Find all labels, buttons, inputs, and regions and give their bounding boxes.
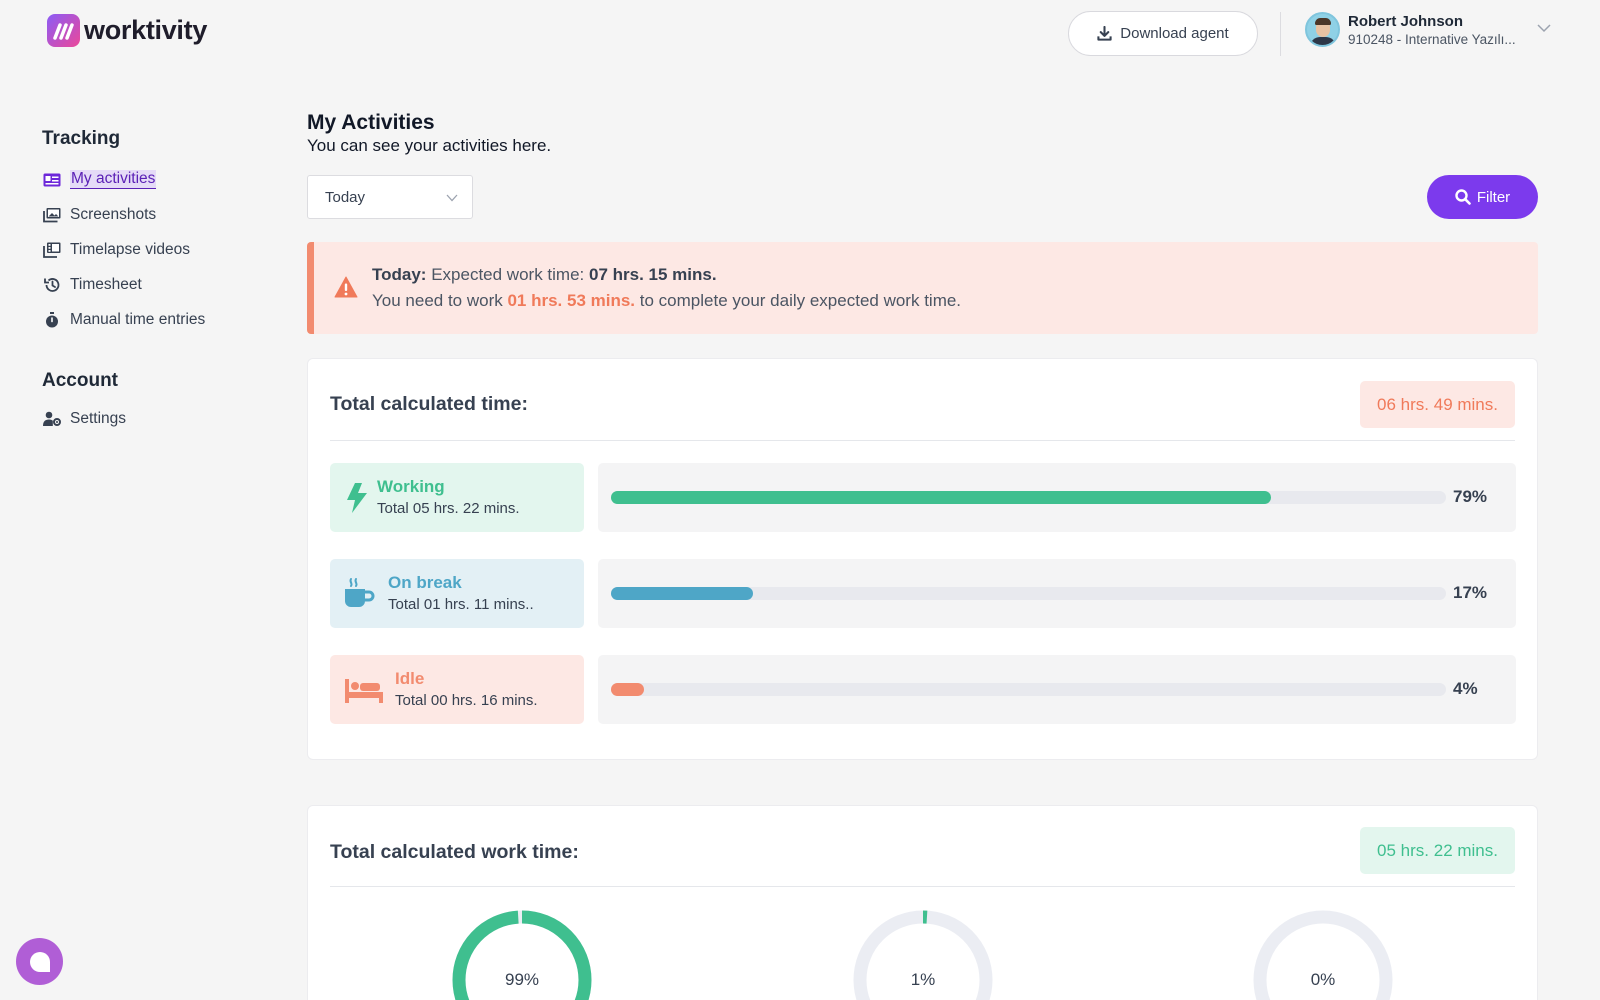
sidebar-item-label: Screenshots — [70, 206, 157, 223]
user-name: Robert Johnson — [1348, 12, 1463, 30]
working-percent: 79% — [1453, 487, 1488, 506]
top-header: worktivity Download agent Robert Johnson… — [0, 0, 1600, 64]
donut-chart: 0% — [1253, 910, 1393, 1000]
sidebar-item-manual-time-entries[interactable]: Manual time entries — [42, 311, 205, 329]
logo-mark-icon — [47, 14, 80, 47]
download-agent-label: Download agent — [1120, 25, 1229, 42]
on-break-label: On break — [388, 573, 462, 592]
working-total: Total 05 hrs. 22 mins. — [377, 500, 520, 517]
alert-remaining-line: You need to work 01 hrs. 53 mins. to com… — [372, 291, 962, 310]
stopwatch-icon — [42, 311, 61, 329]
on-break-stat: On break Total 01 hrs. 11 mins.. — [330, 559, 584, 628]
idle-stat: Idle Total 00 hrs. 16 mins. — [330, 655, 584, 724]
progress-track — [611, 491, 1446, 504]
sidebar-section-tracking: Tracking — [42, 128, 121, 149]
sidebar-item-timelapse-videos[interactable]: Timelapse videos — [42, 241, 190, 259]
total-time-badge: 06 hrs. 49 mins. — [1360, 381, 1515, 428]
total-work-time-title: Total calculated work time: — [330, 841, 579, 863]
filter-button[interactable]: Filter — [1427, 175, 1538, 219]
user-organization: 910248 - Internative Yazılı... — [1348, 31, 1516, 47]
working-progress: 79% — [598, 463, 1516, 532]
period-select-value: Today — [325, 188, 366, 206]
sidebar-item-screenshots[interactable]: Screenshots — [42, 206, 156, 224]
progress-track — [611, 587, 1446, 600]
page-subtitle: You can see your activities here. — [307, 136, 552, 155]
history-icon — [42, 276, 61, 294]
sidebar-section-account: Account — [42, 370, 118, 391]
on-break-percent: 17% — [1453, 583, 1488, 602]
alert-expected-line: Today: Expected work time: 07 hrs. 15 mi… — [372, 265, 717, 284]
id-card-icon — [42, 171, 61, 189]
total-time-card: Total calculated time: 06 hrs. 49 mins. … — [307, 358, 1538, 760]
working-stat: Working Total 05 hrs. 22 mins. — [330, 463, 584, 532]
chevron-down-icon[interactable] — [1537, 23, 1551, 33]
sidebar-item-my-activities[interactable]: My activities — [42, 170, 157, 189]
card-divider — [330, 440, 1515, 441]
sidebar-item-label: Timesheet — [70, 276, 142, 293]
download-agent-button[interactable]: Download agent — [1068, 11, 1258, 56]
donut-label: 99% — [504, 970, 540, 989]
work-time-alert: Today: Expected work time: 07 hrs. 15 mi… — [307, 242, 1538, 334]
total-work-time-badge: 05 hrs. 22 mins. — [1360, 827, 1515, 874]
sidebar-item-label: Manual time entries — [70, 311, 206, 328]
bolt-icon — [347, 483, 367, 513]
period-select[interactable]: Today — [307, 175, 473, 219]
idle-progress-fill — [611, 683, 645, 696]
idle-percent: 4% — [1453, 679, 1478, 698]
donut-chart: 1% — [853, 910, 993, 1000]
filter-label: Filter — [1476, 188, 1511, 206]
donut-chart: 99% — [452, 910, 592, 1000]
bed-icon — [345, 679, 383, 703]
warning-icon — [334, 276, 358, 298]
coffee-cup-icon — [345, 578, 375, 607]
download-icon — [1097, 26, 1112, 41]
idle-progress: 4% — [598, 655, 1516, 724]
chat-launcher-button[interactable] — [16, 938, 63, 985]
total-time-title: Total calculated time: — [330, 393, 528, 415]
sidebar-item-timesheet[interactable]: Timesheet — [42, 276, 142, 294]
sidebar-item-settings[interactable]: Settings — [42, 410, 126, 428]
search-icon — [1455, 189, 1471, 205]
sidebar-item-label: Settings — [70, 410, 127, 427]
idle-label: Idle — [395, 669, 425, 688]
photo-film-icon — [42, 241, 61, 259]
page-title: My Activities — [307, 111, 435, 134]
progress-track — [611, 683, 1446, 696]
sidebar-item-label: My activities — [70, 170, 157, 189]
total-work-time-card: Total calculated work time: 05 hrs. 22 m… — [307, 805, 1538, 1000]
on-break-progress: 17% — [598, 559, 1516, 628]
card-divider — [330, 886, 1515, 887]
user-gear-icon — [42, 410, 61, 428]
logo[interactable]: worktivity — [47, 14, 207, 47]
images-icon — [42, 206, 61, 224]
on-break-progress-fill — [611, 587, 753, 600]
idle-total: Total 00 hrs. 16 mins. — [395, 692, 538, 709]
chat-bubble-icon — [29, 951, 50, 972]
working-label: Working — [377, 477, 445, 496]
on-break-total: Total 01 hrs. 11 mins.. — [388, 596, 534, 613]
avatar — [1305, 12, 1340, 47]
header-divider — [1280, 12, 1281, 56]
donut-label: 1% — [910, 970, 936, 989]
donut-label: 0% — [1310, 970, 1336, 989]
logo-text: worktivity — [84, 15, 208, 45]
user-menu[interactable]: Robert Johnson 910248 - Internative Yazı… — [1305, 12, 1555, 47]
sidebar-item-label: Timelapse videos — [70, 241, 191, 258]
chevron-down-icon — [446, 194, 458, 202]
working-progress-fill — [611, 491, 1271, 504]
